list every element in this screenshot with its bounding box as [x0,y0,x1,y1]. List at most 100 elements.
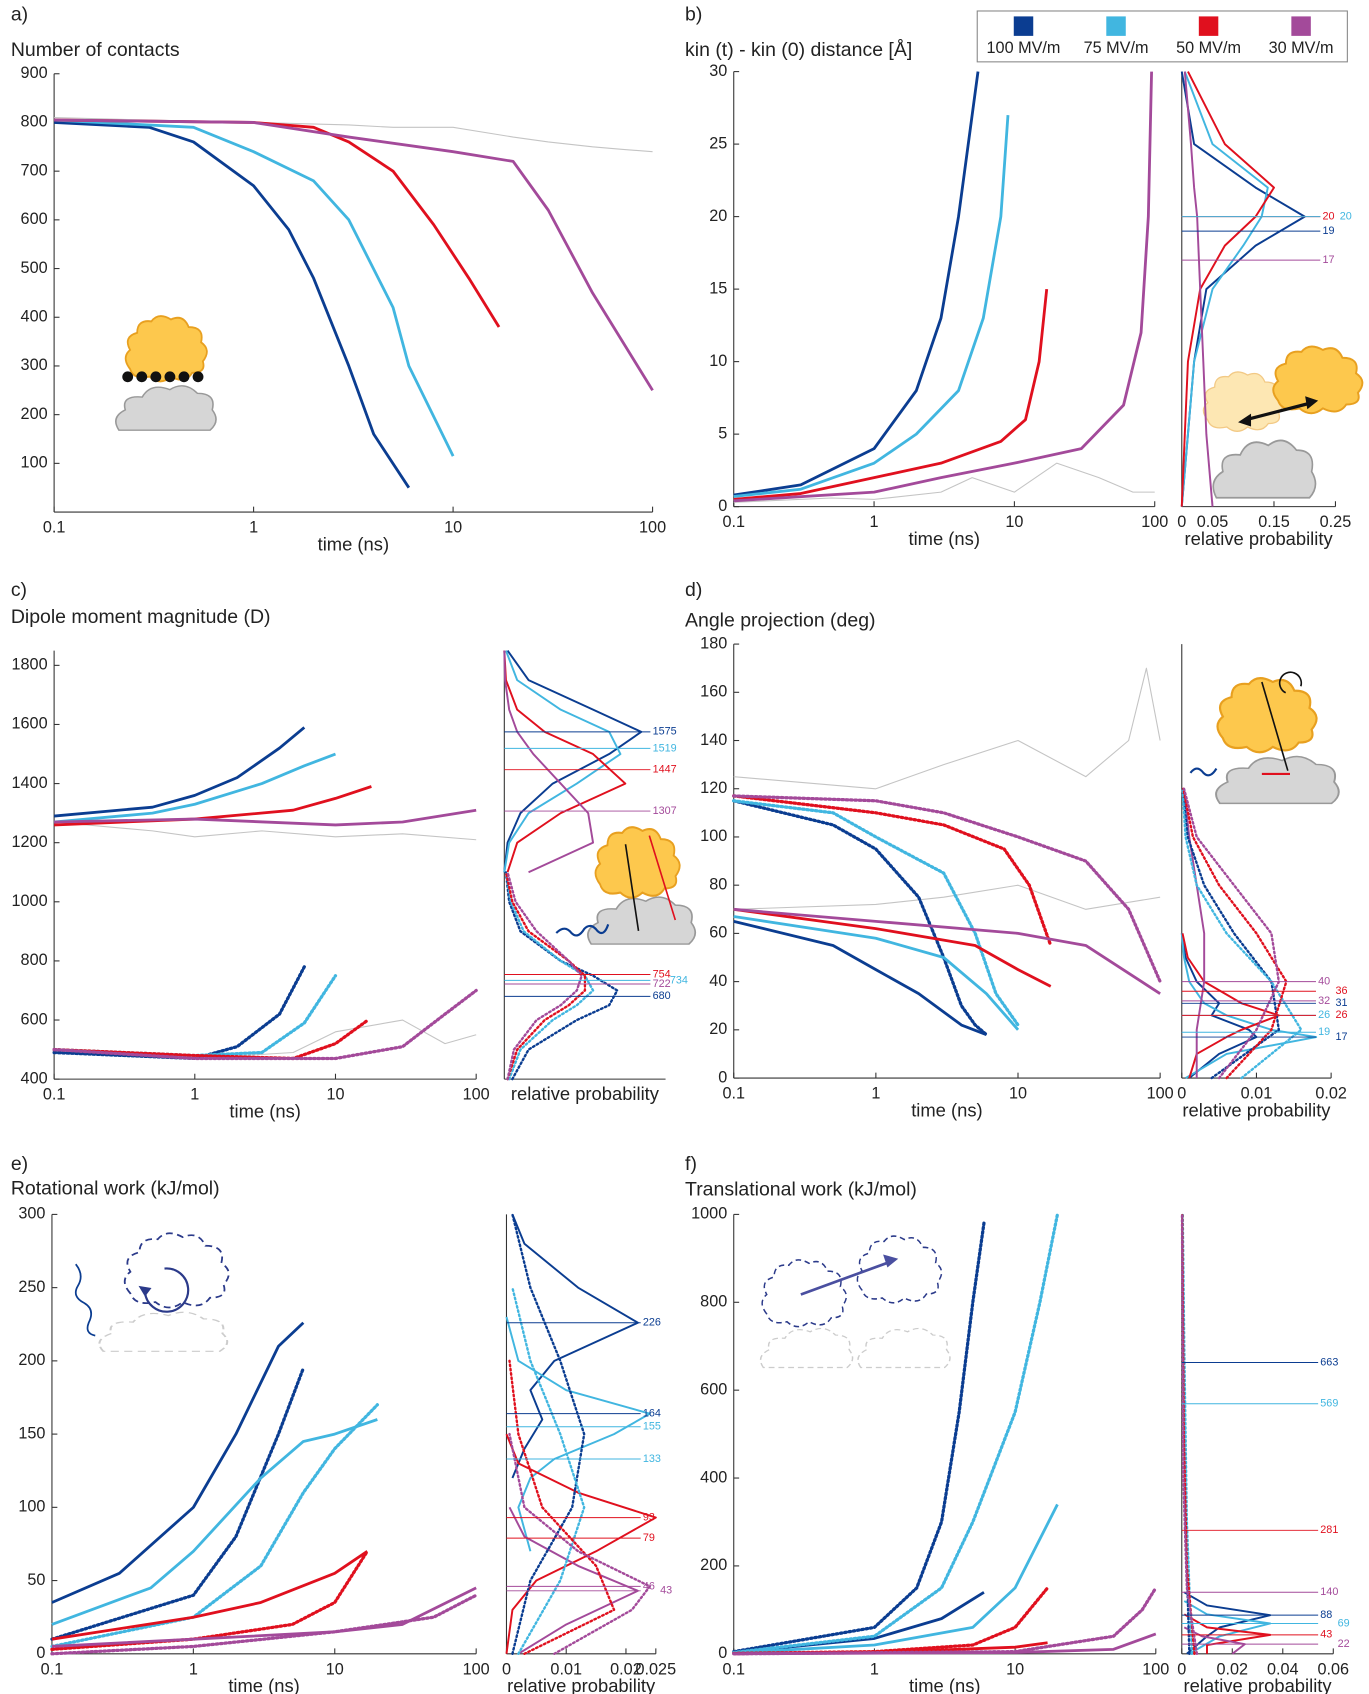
x-tick-label: 10 [1006,1660,1024,1678]
x-tick-label: 1 [189,1660,198,1678]
series-line [52,1419,377,1624]
legend-label: 30 MV/m [1269,39,1334,57]
marker-label: 26 [1318,1009,1330,1021]
density-curve [512,1214,637,1478]
panel-title: Rotational work (kJ/mol) [11,1178,220,1200]
marker-label: 20 [1322,210,1334,222]
x-axis-label: time (ns) [228,1675,299,1694]
x-tick-label: 1 [249,519,258,537]
y-tick-label: 1600 [12,715,48,733]
panel-label: f) [685,1153,697,1175]
legend-swatch [1106,16,1125,35]
series-line [734,72,1152,501]
marker-label: 1575 [653,726,677,738]
density-curve [1185,72,1213,507]
marker-label: 20 [1340,210,1352,222]
x-tick-label: 10 [1005,513,1023,531]
x-tick-label: 100 [1141,513,1168,531]
x-tick-label: 100 [1147,1085,1174,1103]
series-line [54,822,476,840]
panel-title: Number of contacts [11,39,180,61]
y-tick-label: 800 [21,113,48,131]
density-x-label: relative probability [1182,1099,1331,1120]
series-line [734,885,1160,909]
marker-label: 140 [1320,1586,1338,1598]
density-curve [510,1507,638,1653]
x-tick-label: 1 [190,1086,199,1104]
density-curve [1183,789,1302,1078]
x-tick-label: 100 [639,519,666,537]
marker-label: 155 [643,1421,661,1433]
y-tick-label: 1200 [12,833,48,851]
marker-label: 26 [1335,1009,1347,1021]
figure: a)Number of contacts0.111010010020030040… [0,0,1369,1694]
series-line [734,668,1160,789]
x-tick-label: 1 [870,1660,879,1678]
y-tick-label: 30 [709,62,727,80]
series-line [734,289,1047,499]
series-line [734,909,1051,986]
y-tick-label: 1400 [12,774,48,792]
panel-label: b) [685,3,702,25]
density-curve [512,1288,584,1654]
y-tick-label: 900 [21,64,48,82]
panel-label: a) [11,3,28,25]
marker-label: 680 [653,990,671,1002]
y-tick-label: 10 [709,352,727,370]
y-tick-label: 180 [700,634,727,652]
y-tick-label: 15 [709,279,727,297]
marker-label: 36 [1335,985,1347,997]
y-tick-label: 60 [709,924,727,942]
legend-swatch [1199,16,1218,35]
x-tick-label: 0.1 [43,1086,66,1104]
x-tick-label: 10 [326,1086,344,1104]
y-tick-label: 200 [21,405,48,423]
marker-label: 569 [1320,1398,1338,1410]
y-tick-label: 600 [21,1010,48,1028]
inset-rotation [76,1233,229,1351]
series-line [734,72,978,495]
x-tick-label: 100 [463,1086,490,1104]
y-tick-label: 100 [700,827,727,845]
series-line [734,1214,1058,1652]
legend-label: 75 MV/m [1084,39,1149,57]
y-tick-label: 800 [700,1293,727,1311]
marker-label: 133 [643,1453,661,1465]
x-tick-label: 100 [1142,1660,1169,1678]
marker-label: 69 [1338,1617,1350,1629]
series-line [54,120,499,327]
x-tick-label: 0.1 [722,513,745,531]
y-tick-label: 600 [21,210,48,228]
y-tick-label: 300 [21,356,48,374]
marker-label: 734 [670,974,688,986]
inset-translation [761,1236,950,1367]
x-axis-label: time (ns) [318,533,389,554]
series-line [734,909,1160,993]
series-line [734,1223,984,1651]
density-x-label: relative probability [1185,528,1334,549]
y-tick-label: 5 [718,424,727,442]
legend-swatch [1291,16,1310,35]
y-tick-label: 0 [718,497,727,515]
x-axis-label: time (ns) [229,1101,300,1122]
marker-label: 17 [1322,254,1334,266]
marker-label: 46 [643,1580,655,1592]
x-tick-label: 1 [870,513,879,531]
y-tick-label: 1000 [12,892,48,910]
y-tick-label: 300 [18,1205,45,1223]
marker-label: 226 [643,1317,661,1329]
series-line [54,727,304,816]
page: a)Number of contacts0.111010010020030040… [0,0,1369,1694]
x-tick-label: 0.1 [43,519,66,537]
marker-label: 32 [1318,995,1330,1007]
series-line [734,801,987,1035]
y-tick-label: 80 [709,875,727,893]
marker-label: 19 [1318,1026,1330,1038]
y-tick-label: 150 [18,1424,45,1442]
legend-swatch [1014,16,1033,35]
inset-contacts [116,316,216,430]
marker-label: 1447 [653,764,677,776]
y-tick-label: 1800 [12,656,48,674]
series-line [52,1368,303,1639]
density-curve [1182,72,1274,507]
